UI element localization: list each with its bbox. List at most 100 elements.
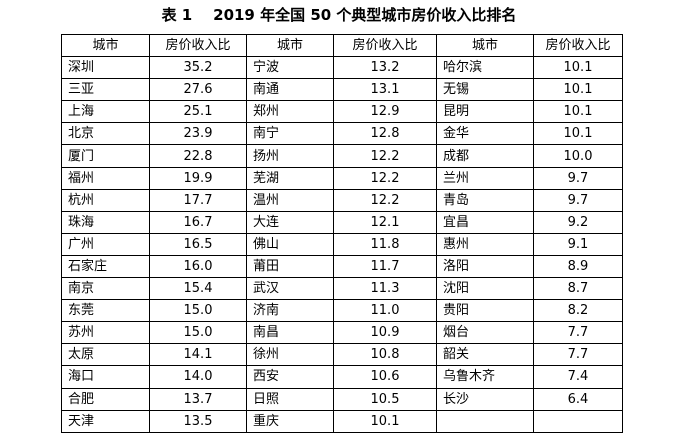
city-cell: 南通 [246, 78, 334, 102]
city-cell: 杭州 [61, 188, 150, 212]
city-cell: 大连 [246, 210, 334, 234]
city-cell: 东莞 [61, 299, 150, 323]
city-cell: 惠州 [436, 232, 534, 256]
city-cell: 洛阳 [436, 254, 534, 279]
ratio-cell: 15.4 [149, 277, 247, 301]
ratio-cell: 11.8 [333, 232, 437, 256]
table-row: 合肥 13.7 日照 10.5 长沙 6.4 [61, 387, 623, 411]
ratio-cell: 16.0 [149, 254, 247, 279]
city-cell: 石家庄 [61, 254, 150, 279]
city-cell: 南宁 [246, 122, 334, 146]
ratio-cell: 6.4 [533, 387, 623, 411]
city-cell: 天津 [61, 409, 150, 433]
ratio-cell: 11.0 [333, 299, 437, 323]
ratio-cell: 12.9 [333, 100, 437, 124]
ratio-cell: 9.7 [533, 166, 623, 190]
ratio-cell: 11.7 [333, 254, 437, 279]
ratio-cell: 22.8 [149, 144, 247, 168]
city-cell [436, 409, 534, 433]
ratio-cell: 7.4 [533, 365, 623, 389]
city-cell: 福州 [61, 166, 150, 190]
ratio-cell: 17.7 [149, 188, 247, 212]
ratio-cell: 12.2 [333, 166, 437, 190]
table-row: 杭州 17.7 温州 12.2 青岛 9.7 [61, 188, 623, 212]
city-cell: 厦门 [61, 144, 150, 168]
ratio-cell: 10.1 [533, 100, 623, 124]
table-row: 苏州 15.0 南昌 10.9 烟台 7.7 [61, 321, 623, 345]
table-row: 厦门 22.8 扬州 12.2 成都 10.0 [61, 144, 623, 168]
city-cell: 乌鲁木齐 [436, 365, 534, 389]
table-row: 深圳 35.2 宁波 13.2 哈尔滨 10.1 [61, 56, 623, 80]
table-row: 东莞 15.0 济南 11.0 贵阳 8.2 [61, 299, 623, 323]
column-header-city: 城市 [61, 33, 150, 58]
table-row: 广州 16.5 佛山 11.8 惠州 9.1 [61, 232, 623, 256]
table-row: 天津 13.5 重庆 10.1 [61, 409, 623, 433]
ratio-cell: 9.7 [533, 188, 623, 212]
ratio-cell: 10.0 [533, 144, 623, 168]
ratio-cell: 13.5 [149, 409, 247, 433]
ratio-cell: 12.2 [333, 144, 437, 168]
city-cell: 沈阳 [436, 277, 534, 301]
ratio-cell: 9.2 [533, 210, 623, 234]
city-cell: 重庆 [246, 409, 334, 433]
ratio-cell: 10.1 [533, 122, 623, 146]
city-cell: 南昌 [246, 321, 334, 345]
city-cell: 韶关 [436, 343, 534, 367]
city-cell: 无锡 [436, 78, 534, 102]
column-header-ratio: 房价收入比 [333, 33, 437, 58]
ratio-cell: 19.9 [149, 166, 247, 190]
table-row: 三亚 27.6 南通 13.1 无锡 10.1 [61, 78, 623, 102]
table-title: 表 1 2019 年全国 50 个典型城市房价收入比排名 [161, 6, 517, 24]
table-row: 北京 23.9 南宁 12.8 金华 10.1 [61, 122, 623, 146]
city-cell: 北京 [61, 122, 150, 146]
column-header-ratio: 房价收入比 [533, 33, 623, 58]
city-cell: 莆田 [246, 254, 334, 279]
city-cell: 青岛 [436, 188, 534, 212]
city-cell: 海口 [61, 365, 150, 389]
ranking-table: 城市 房价收入比 城市 房价收入比 城市 房价收入比 深圳 35.2 宁波 13.2 哈尔滨 10.… [61, 33, 623, 433]
ratio-cell: 10.6 [333, 365, 437, 389]
ratio-cell: 13.1 [333, 78, 437, 102]
city-cell: 芜湖 [246, 166, 334, 190]
city-cell: 广州 [61, 232, 150, 256]
column-header-city: 城市 [436, 33, 534, 58]
ratio-cell: 10.1 [533, 78, 623, 102]
city-cell: 长沙 [436, 387, 534, 411]
ratio-cell: 7.7 [533, 321, 623, 345]
table-row: 上海 25.1 郑州 12.9 昆明 10.1 [61, 100, 623, 124]
table-row: 南京 15.4 武汉 11.3 沈阳 8.7 [61, 277, 623, 301]
ratio-cell [533, 409, 623, 433]
ratio-cell: 12.8 [333, 122, 437, 146]
ratio-cell: 10.8 [333, 343, 437, 367]
ratio-cell: 23.9 [149, 122, 247, 146]
ratio-cell: 25.1 [149, 100, 247, 124]
ratio-cell: 9.1 [533, 232, 623, 256]
ratio-cell: 13.7 [149, 387, 247, 411]
city-cell: 珠海 [61, 210, 150, 234]
city-cell: 上海 [61, 100, 150, 124]
city-cell: 温州 [246, 188, 334, 212]
ratio-cell: 14.0 [149, 365, 247, 389]
table-row: 珠海 16.7 大连 12.1 宜昌 9.2 [61, 210, 623, 234]
city-cell: 昆明 [436, 100, 534, 124]
city-cell: 佛山 [246, 232, 334, 256]
ratio-cell: 16.5 [149, 232, 247, 256]
ratio-cell: 12.1 [333, 210, 437, 234]
ratio-cell: 10.1 [533, 56, 623, 80]
table-row: 太原 14.1 徐州 10.8 韶关 7.7 [61, 343, 623, 367]
city-cell: 兰州 [436, 166, 534, 190]
ratio-cell: 8.9 [533, 254, 623, 279]
city-cell: 贵阳 [436, 299, 534, 323]
column-header-city: 城市 [246, 33, 334, 58]
ratio-cell: 27.6 [149, 78, 247, 102]
ratio-cell: 15.0 [149, 299, 247, 323]
city-cell: 三亚 [61, 78, 150, 102]
table-row: 海口 14.0 西安 10.6 乌鲁木齐 7.4 [61, 365, 623, 389]
city-cell: 金华 [436, 122, 534, 146]
city-cell: 徐州 [246, 343, 334, 367]
city-cell: 苏州 [61, 321, 150, 345]
city-cell: 合肥 [61, 387, 150, 411]
city-cell: 宜昌 [436, 210, 534, 234]
ratio-cell: 15.0 [149, 321, 247, 345]
city-cell: 郑州 [246, 100, 334, 124]
